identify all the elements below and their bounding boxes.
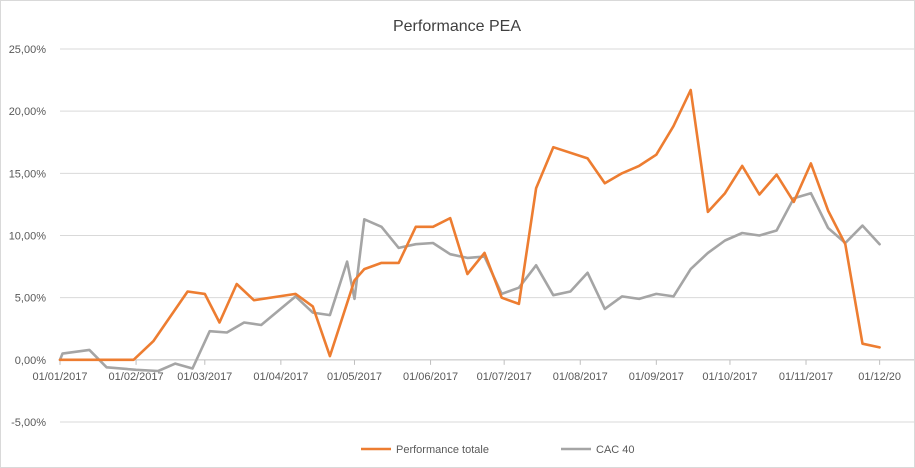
legend-label: Performance totale	[396, 444, 489, 456]
x-tick-label: 01/01/2017	[32, 371, 87, 383]
x-tick-label: 01/02/2017	[109, 371, 164, 383]
axis-layer: 25,00% 20,00% 15,00% 10,00% 5,00% 0,00% -5,00%…	[9, 44, 914, 429]
y-tick-label: 10,00%	[9, 231, 47, 243]
series-line-cac-40	[58, 191, 881, 373]
series-layer	[58, 88, 881, 373]
x-tick-label: 01/09/2017	[629, 371, 684, 383]
x-tick-label: 01/11/2017	[779, 371, 833, 383]
y-tick-label: 20,00%	[9, 106, 47, 118]
y-tick-label: 15,00%	[9, 168, 47, 180]
x-tick-label: 01/07/2017	[477, 371, 532, 383]
x-tick-label: 01/03/2017	[177, 371, 232, 383]
y-tick-label: -5,00%	[11, 417, 46, 429]
legend-label: CAC 40	[596, 444, 635, 456]
legend: Performance totale CAC 40	[361, 444, 635, 456]
grid-layer	[60, 48, 914, 423]
x-tick-label: 01/12/20	[858, 371, 901, 383]
x-tick-label: 01/08/2017	[553, 371, 608, 383]
chart-title: Performance PEA	[393, 18, 521, 35]
y-tick-label: 0,00%	[15, 355, 46, 367]
y-tick-label: 25,00%	[9, 44, 47, 56]
x-tick-label: 01/06/2017	[403, 371, 458, 383]
y-tick-label: 5,00%	[15, 293, 46, 305]
x-tick-label: 01/04/2017	[253, 371, 308, 383]
x-tick-label: 01/05/2017	[327, 371, 382, 383]
series-line-performance-totale	[58, 88, 881, 362]
x-tick-label: 01/10/2017	[702, 371, 757, 383]
